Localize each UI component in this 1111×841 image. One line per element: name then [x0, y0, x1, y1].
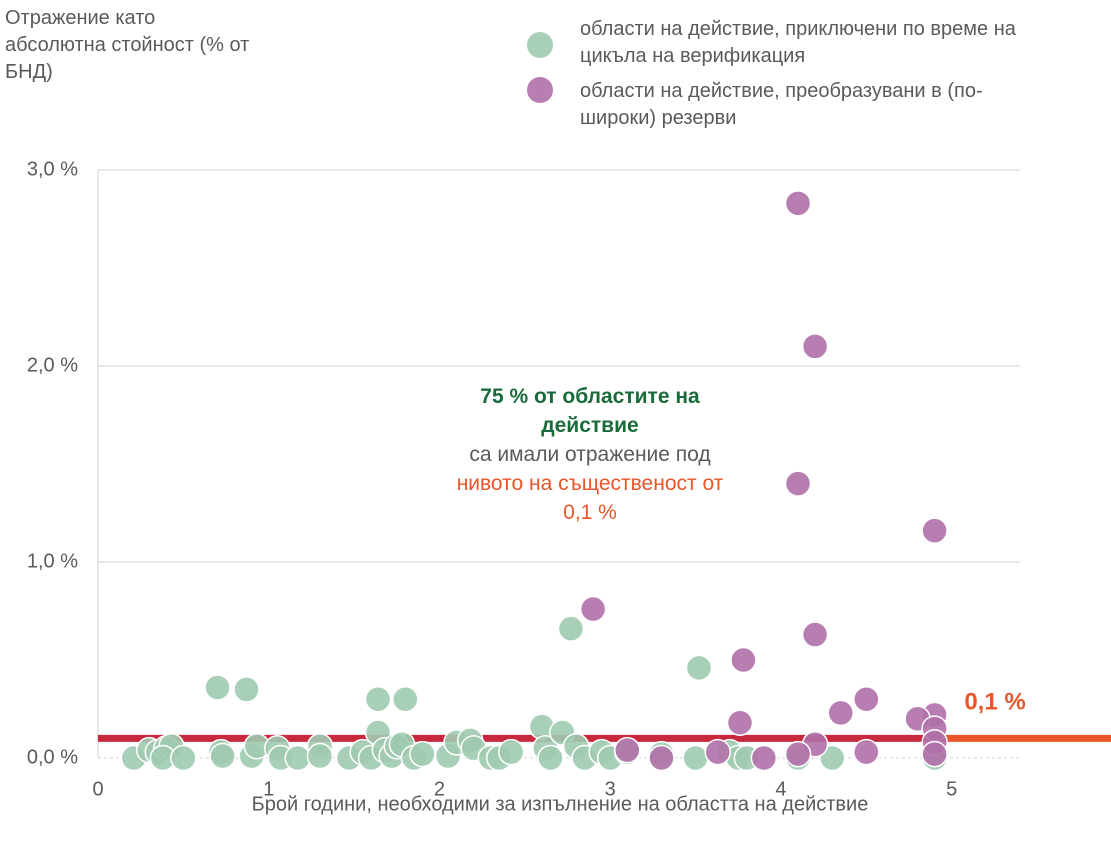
point	[409, 740, 436, 768]
x-tick-label: 0	[92, 778, 103, 800]
x-axis-label: Брой години, необходими за изпълнение на…	[252, 793, 869, 815]
annotation-line: са имали отражение под	[469, 443, 711, 466]
point	[921, 517, 948, 544]
annotation-line: нивото на същественост от 0,1 %	[456, 472, 724, 524]
point	[364, 685, 392, 713]
legend-marker	[527, 77, 553, 103]
point	[557, 615, 585, 642]
y-tick-label: 2,0 %	[27, 354, 78, 376]
point	[537, 744, 564, 772]
annotation-line: 75 % от областите на действие	[480, 385, 700, 437]
point	[204, 674, 231, 701]
point	[233, 676, 260, 703]
point	[170, 744, 197, 772]
point	[392, 685, 419, 713]
point	[726, 709, 754, 736]
point	[784, 470, 812, 497]
x-tick-label: 3	[605, 778, 616, 800]
point	[704, 738, 732, 766]
point	[730, 646, 757, 674]
y-tick-label: 1,0 %	[27, 550, 78, 572]
x-tick-label: 2	[434, 778, 445, 800]
point	[827, 699, 854, 727]
threshold-label: 0,1 %	[964, 688, 1025, 715]
point	[853, 738, 880, 766]
y-tick-label: 3,0 %	[27, 158, 78, 180]
point	[750, 744, 778, 772]
point	[801, 333, 829, 360]
point	[497, 738, 525, 766]
point	[284, 744, 312, 772]
point	[784, 190, 812, 217]
x-tick-label: 5	[946, 778, 957, 800]
annotation: 75 % от областите на действие са имали о…	[435, 382, 745, 527]
point	[209, 742, 236, 770]
x-tick-label: 1	[263, 778, 274, 800]
point	[685, 654, 713, 682]
point	[614, 736, 641, 764]
legend-marker	[527, 32, 553, 58]
y-tick-label: 0,0 %	[27, 746, 78, 768]
point	[306, 742, 334, 770]
legend-text: области на действие, преобразувани в (по…	[580, 80, 983, 129]
point	[579, 595, 607, 623]
x-tick-label: 4	[775, 778, 786, 800]
legend-text: области на действие, приключени по време…	[580, 18, 1016, 67]
point	[921, 740, 948, 768]
point	[784, 740, 812, 768]
point	[648, 744, 675, 772]
y-axis-label: Отражение като абсолютна стойност (% от …	[5, 7, 250, 83]
point	[801, 621, 829, 648]
point	[853, 685, 880, 713]
point	[682, 744, 709, 772]
